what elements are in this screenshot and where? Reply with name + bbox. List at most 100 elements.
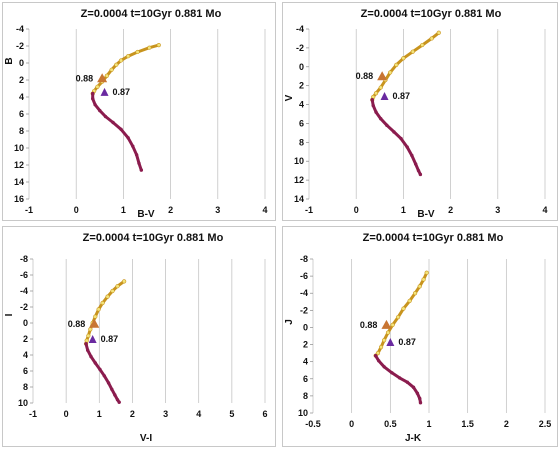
y-tick-label: 16: [14, 194, 24, 204]
x-tick-label: 0: [64, 409, 69, 419]
data-point: [91, 96, 95, 101]
data-point: [88, 327, 93, 332]
data-point: [103, 114, 108, 119]
data-point: [109, 67, 114, 72]
data-point: [106, 381, 111, 385]
y-tick-label: 8: [299, 137, 304, 147]
series-line-upper-branch: [370, 31, 441, 102]
data-point: [86, 333, 91, 338]
x-tick-label: 0.5: [384, 419, 397, 429]
y-tick-label: 14: [294, 194, 304, 204]
data-point: [382, 365, 386, 369]
x-tick-label: 3: [163, 409, 168, 419]
data-point: [126, 54, 131, 59]
data-point: [100, 300, 105, 306]
chart-svg-b-vs-bv: Z=0.0004 t=10Gyr 0.881 Mo-1 0 1 2 3 4-4-20246…: [4, 8, 268, 220]
data-point: [415, 391, 420, 396]
marker-0.88-arrow: [97, 73, 108, 83]
data-point: [104, 73, 109, 78]
marker-0.87-triangle: [380, 92, 389, 101]
marker-0.88-arrow: [381, 319, 392, 329]
x-tick-label: 4: [196, 409, 201, 419]
data-point: [370, 98, 374, 102]
data-point: [115, 284, 120, 289]
y-tick-label: 6: [299, 118, 304, 128]
x-axis-label: B-V: [137, 209, 155, 220]
data-point: [374, 110, 378, 114]
data-point: [407, 298, 412, 304]
data-point: [418, 172, 423, 177]
marker-0.88-arrow: [89, 318, 100, 328]
data-point: [122, 279, 127, 284]
data-point: [126, 136, 130, 140]
data-point: [93, 361, 98, 365]
x-tick-label: 2.5: [539, 419, 552, 429]
annotation-label: 0.87: [101, 334, 119, 344]
data-point: [418, 401, 423, 405]
data-point: [89, 354, 93, 359]
chart-title: Z=0.0004 t=10Gyr 0.881 Mo: [83, 232, 224, 244]
y-tick-label: 4: [299, 100, 304, 110]
marker-0.87-triangle: [88, 335, 97, 343]
data-point: [378, 85, 383, 90]
x-tick-label: 4: [542, 205, 547, 215]
annotation-label: 0.88: [356, 71, 374, 81]
data-point: [115, 398, 120, 402]
data-point: [390, 322, 395, 327]
x-tick-label: 1: [401, 205, 406, 215]
y-tick-label: 10: [298, 408, 308, 418]
data-point: [390, 371, 394, 375]
y-tick-label: 4: [23, 350, 28, 360]
data-point: [113, 393, 117, 397]
y-tick-label: 2: [19, 75, 24, 85]
x-axis-label: B-V: [417, 209, 435, 220]
chart-svg-j-vs-jk: Z=0.0004 t=10Gyr 0.881 Mo -0.5 0 0.5 1 1.5 2 2.…: [284, 232, 552, 444]
annotation-label: 0.88: [68, 319, 86, 329]
x-tick-label: 2: [130, 409, 135, 419]
y-tick-label: -2: [16, 41, 24, 51]
y-tick-label: 10: [294, 156, 304, 166]
y-tick-label: 0: [19, 58, 24, 68]
data-point: [118, 58, 124, 63]
chart-title: Z=0.0004 t=10Gyr 0.881 Mo: [81, 8, 222, 20]
chart-title: Z=0.0004 t=10Gyr 0.881 Mo: [363, 232, 504, 244]
y-tick-label: -6: [20, 270, 28, 280]
data-point: [98, 367, 102, 372]
marker-0.87-triangle: [100, 87, 109, 96]
x-tick-label: 1.5: [461, 419, 474, 429]
y-tick-label: -2: [20, 302, 28, 312]
data-point: [412, 291, 418, 296]
data-point: [416, 168, 421, 173]
y-tick-label: 6: [19, 109, 24, 119]
data-point: [84, 342, 88, 346]
x-tick-label: 2: [504, 419, 509, 429]
x-tick-label: -1: [25, 205, 33, 215]
data-point: [375, 351, 381, 356]
x-tick-label: 0: [354, 205, 359, 215]
y-tick-label: 2: [23, 334, 28, 344]
chart-panel-i-vs-vi: Z=0.0004 t=10Gyr 0.881 Mo -1 0 1 2 3 4 5 6 -8 -6 -4…: [2, 226, 276, 447]
data-point: [95, 84, 100, 89]
y-tick-label: 0: [299, 62, 304, 72]
data-point: [410, 153, 414, 158]
x-tick-label: 3: [495, 205, 500, 215]
x-tick-label: 1: [121, 205, 126, 215]
y-tick-label: 8: [303, 391, 308, 401]
x-tick-label: 0: [74, 205, 79, 215]
chart-svg-v-vs-bv: Z=0.0004 t=10Gyr 0.881 Mo-1 0 1 2 3 4-4-20246…: [284, 8, 548, 220]
data-point: [410, 49, 415, 54]
data-point: [110, 288, 115, 294]
y-tick-label: 10: [18, 398, 28, 408]
data-point: [424, 270, 429, 275]
data-point: [377, 359, 381, 363]
x-axis-label: J-K: [405, 433, 422, 444]
series-line-lower-branch: [374, 354, 422, 405]
data-point: [421, 277, 426, 282]
chart-panel-v-vs-bv: Z=0.0004 t=10Gyr 0.881 Mo -1 0 1 2 3 4 -4 -2 0 2 4 6…: [282, 2, 558, 221]
x-tick-label: 5: [229, 409, 234, 419]
data-point: [429, 36, 434, 41]
y-tick-label: -2: [300, 305, 308, 315]
data-point: [131, 144, 135, 149]
y-tick-label: 6: [303, 374, 308, 384]
data-point: [147, 45, 152, 50]
